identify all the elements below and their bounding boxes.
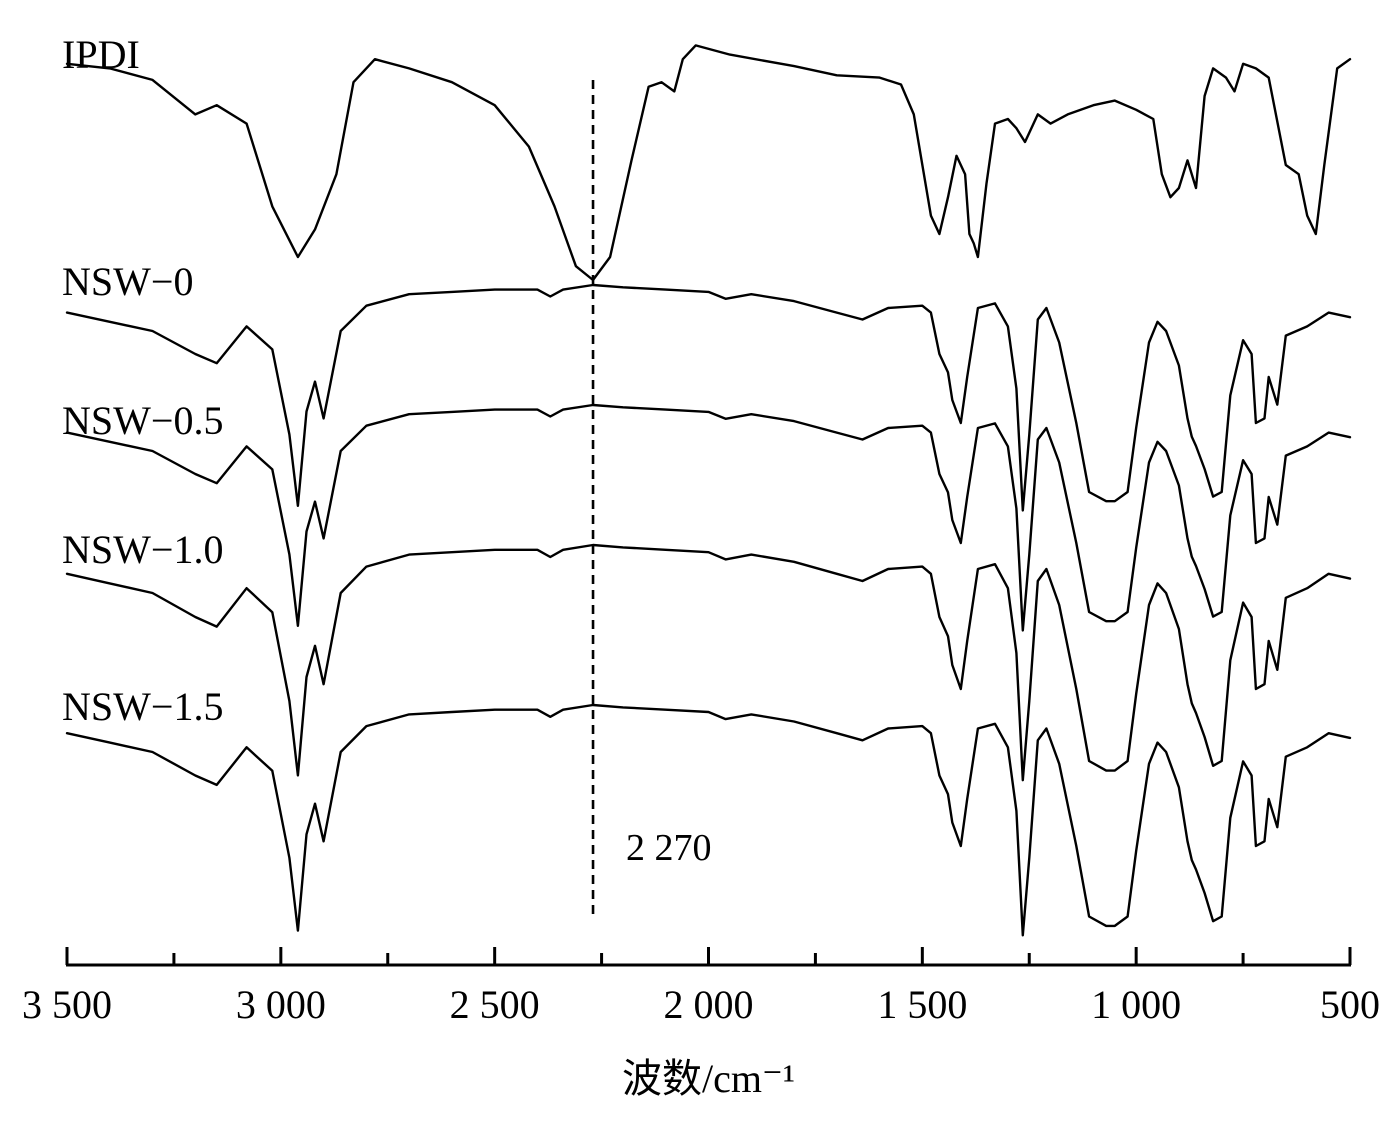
x-axis-title: 波数/cm⁻¹ [622,1056,795,1101]
x-tick-label: 3 000 [236,982,326,1027]
x-tick-label: 2 000 [664,982,754,1027]
marker-2270-label: 2 270 [626,827,712,869]
series-label: NSW−0.5 [62,398,223,443]
x-tick-label: 500 [1320,982,1380,1027]
x-axis-ticks [65,947,1352,965]
series-label: NSW−1.0 [62,527,223,572]
spectra-layer [65,44,1352,937]
series-label: NSW−1.5 [62,684,223,729]
x-axis-tick-labels: 3 500 3 000 2 500 2 000 1 500 1 000 500 [22,982,1380,1027]
spectrum-line-nsw-0 [65,283,1352,512]
spectrum-line-nsw-0.5 [65,403,1352,632]
x-tick-label: 2 500 [450,982,540,1027]
x-tick-label: 1 500 [877,982,967,1027]
series-label: NSW−0 [62,259,193,304]
spectrum-line-nsw-1.0 [65,543,1352,782]
spectrum-line-nsw-1.5 [65,703,1352,937]
x-tick-label: 1 000 [1091,982,1181,1027]
spectrum-line-ipdi [65,44,1352,282]
series-labels: IPDI NSW−0 NSW−0.5 NSW−1.0 NSW−1.5 [62,32,223,729]
series-label: IPDI [62,32,140,77]
x-tick-label: 3 500 [22,982,112,1027]
